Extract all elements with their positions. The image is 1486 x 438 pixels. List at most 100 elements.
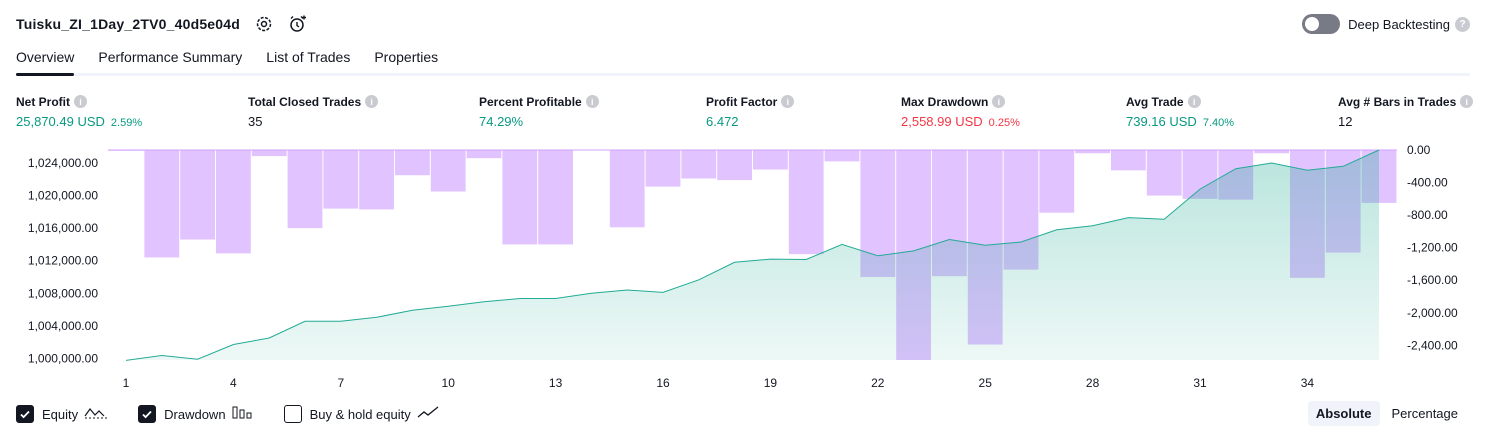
drawdown-bar <box>1111 150 1146 170</box>
x-axis-tick-label: 19 <box>764 376 778 390</box>
tab-overview[interactable]: Overview <box>16 48 74 73</box>
drawdown-bar <box>646 150 681 187</box>
x-axis-tick-label: 22 <box>871 376 885 390</box>
drawdown-checkbox[interactable] <box>138 405 156 423</box>
chart-mode-switch: Absolute Percentage <box>1304 401 1466 426</box>
drawdown-bar <box>1039 150 1074 213</box>
metric-net-profit: Net Profit i 25,870.49 USD 2.59% <box>16 94 142 129</box>
info-icon[interactable]: i <box>781 95 794 108</box>
metric-value: 35 <box>248 114 262 129</box>
metric-percent-profitable: Percent Profitable i 74.29% <box>479 94 599 129</box>
right-axis-tick-label: -400.00 <box>1407 176 1448 190</box>
x-axis-tick-label: 4 <box>230 376 237 390</box>
metric-value: 6.472 <box>706 114 739 129</box>
drawdown-bar <box>753 150 788 170</box>
drawdown-bar <box>502 150 537 244</box>
metric-percent: 0.25% <box>989 117 1020 129</box>
left-axis-tick-label: 1,004,000.00 <box>28 319 98 333</box>
x-axis-tick-label: 25 <box>979 376 993 390</box>
info-icon[interactable]: i <box>586 95 599 108</box>
metric-percent: 7.40% <box>1203 117 1234 129</box>
tab-bar: Overview Performance Summary List of Tra… <box>16 48 1470 76</box>
drawdown-bar <box>288 150 323 228</box>
right-axis-tick-label: -2,400.00 <box>1407 338 1458 352</box>
metric-label: Net Profit <box>16 95 70 109</box>
right-axis-tick-label: -800.00 <box>1407 208 1448 222</box>
legend-buy-hold-label: Buy & hold equity <box>310 407 411 422</box>
tab-performance-summary[interactable]: Performance Summary <box>98 48 242 73</box>
legend-drawdown-label: Drawdown <box>164 407 225 422</box>
metric-value: 739.16 USD <box>1126 114 1197 129</box>
drawdown-bar <box>610 150 645 227</box>
metric-max-drawdown: Max Drawdown i 2,558.99 USD 0.25% <box>901 94 1020 129</box>
x-axis-tick-label: 1 <box>123 376 130 390</box>
tab-properties[interactable]: Properties <box>374 48 438 73</box>
left-axis-tick-label: 1,008,000.00 <box>28 286 98 300</box>
tab-list-of-trades[interactable]: List of Trades <box>266 48 350 73</box>
metric-value: 12 <box>1338 114 1352 129</box>
equity-drawdown-chart[interactable]: 1,000,000.00 1,004,000.00 1,008,000.00 1,01… <box>0 140 1486 398</box>
help-icon[interactable]: ? <box>1455 17 1470 32</box>
metric-value: 25,870.49 USD <box>16 114 105 129</box>
add-alert-icon[interactable] <box>288 14 308 34</box>
deep-backtesting-toggle[interactable] <box>1302 14 1340 34</box>
drawdown-bar <box>681 150 716 178</box>
left-axis-tick-label: 1,024,000.00 <box>28 156 98 170</box>
equity-checkbox[interactable] <box>16 405 34 423</box>
equity-line-icon <box>84 405 108 424</box>
left-axis-tick-label: 1,020,000.00 <box>28 189 98 203</box>
x-axis-tick-label: 28 <box>1086 376 1100 390</box>
legend-buy-hold[interactable]: Buy & hold equity <box>284 405 441 424</box>
drawdown-bar <box>216 150 251 253</box>
drawdown-bar <box>144 150 179 257</box>
info-icon[interactable]: i <box>1460 95 1473 108</box>
metric-label: Profit Factor <box>706 95 777 109</box>
x-axis-tick-label: 13 <box>549 376 563 390</box>
metric-value: 2,558.99 USD <box>901 114 983 129</box>
drawdown-bar <box>717 150 752 180</box>
drawdown-bar <box>825 150 860 161</box>
right-axis-tick-label: 0.00 <box>1407 143 1431 157</box>
absolute-button[interactable]: Absolute <box>1308 401 1380 426</box>
left-axis-tick-label: 1,016,000.00 <box>28 221 98 235</box>
drawdown-bar <box>323 150 358 209</box>
buy-hold-line-icon <box>417 405 441 424</box>
left-axis-tick-label: 1,012,000.00 <box>28 254 98 268</box>
buy-hold-checkbox[interactable] <box>284 405 302 423</box>
legend-equity[interactable]: Equity <box>16 405 108 424</box>
chart-legend: Equity Drawdown Buy & hold equity <box>16 404 471 424</box>
drawdown-bar <box>180 150 215 240</box>
legend-drawdown[interactable]: Drawdown <box>138 405 253 424</box>
x-axis-tick-label: 16 <box>656 376 670 390</box>
metric-value: 74.29% <box>479 114 523 129</box>
settings-icon[interactable] <box>254 14 274 34</box>
info-icon[interactable]: i <box>365 95 378 108</box>
x-axis-tick-label: 10 <box>442 376 456 390</box>
x-axis-tick-label: 34 <box>1301 376 1315 390</box>
drawdown-bar <box>538 150 573 244</box>
info-icon[interactable]: i <box>74 95 87 108</box>
info-icon[interactable]: i <box>1188 95 1201 108</box>
drawdown-bars-icon <box>232 405 254 424</box>
right-axis-tick-label: -2,000.00 <box>1407 306 1458 320</box>
info-icon[interactable]: i <box>992 95 1005 108</box>
drawdown-bar <box>467 150 502 158</box>
metric-profit-factor: Profit Factor i 6.472 <box>706 94 794 129</box>
metric-label: Total Closed Trades <box>248 95 361 109</box>
strategy-title: Tuisku_ZI_1Day_2TV0_40d5e04d <box>16 16 240 32</box>
drawdown-bar <box>1075 150 1110 153</box>
metric-percent: 2.59% <box>111 117 142 129</box>
drawdown-bar <box>1147 150 1182 196</box>
percentage-button[interactable]: Percentage <box>1384 401 1467 426</box>
metric-label: Percent Profitable <box>479 95 582 109</box>
left-axis-tick-label: 1,000,000.00 <box>28 351 98 365</box>
metric-label: Avg # Bars in Trades <box>1338 95 1456 109</box>
drawdown-bar <box>252 150 287 156</box>
metric-total-closed-trades: Total Closed Trades i 35 <box>248 94 378 129</box>
drawdown-bar <box>789 150 824 254</box>
drawdown-bar <box>359 150 394 209</box>
metric-label: Max Drawdown <box>901 95 988 109</box>
drawdown-bar <box>395 150 430 175</box>
metric-label: Avg Trade <box>1126 95 1184 109</box>
x-axis-tick-label: 7 <box>337 376 344 390</box>
